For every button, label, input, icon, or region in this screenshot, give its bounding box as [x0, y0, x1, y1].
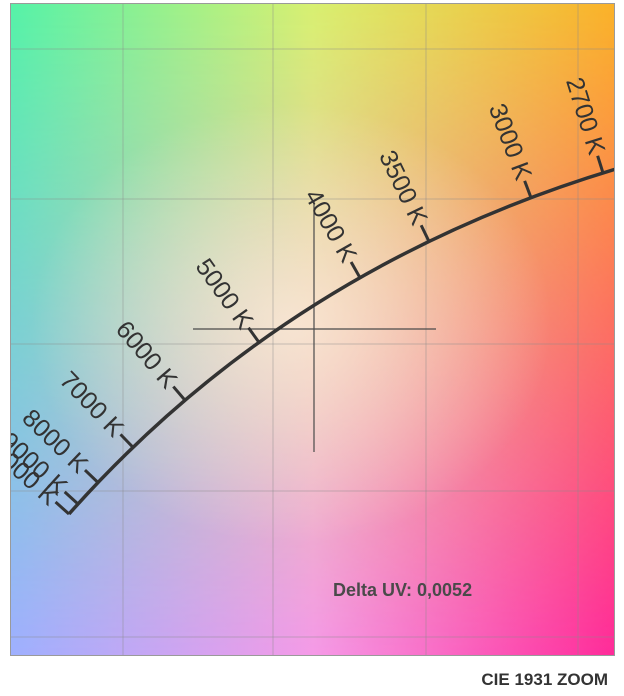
isotherm-tick — [596, 155, 605, 174]
delta-uv-label: Delta UV: 0,0052 — [333, 580, 473, 600]
isotherm-tick — [247, 326, 261, 344]
isotherm-tick — [119, 433, 135, 449]
chart-caption: CIE 1931 ZOOM — [481, 670, 608, 689]
isotherm-tick — [83, 468, 100, 484]
isotherm-tick — [172, 385, 187, 402]
white-point-glow — [31, 104, 551, 544]
isotherm-tick — [63, 490, 80, 506]
cie-diagram-plot: 2700 K 3000 K 3500 K 4000 K 5000 K 6000 K 7000… — [10, 3, 615, 656]
isotherm-tick — [54, 500, 70, 516]
crosshair — [193, 200, 436, 452]
isotherm-tick — [523, 180, 533, 199]
planckian-locus-curve — [67, 167, 614, 516]
isotherm-tick — [419, 224, 431, 243]
isotherm-tick — [349, 261, 362, 279]
